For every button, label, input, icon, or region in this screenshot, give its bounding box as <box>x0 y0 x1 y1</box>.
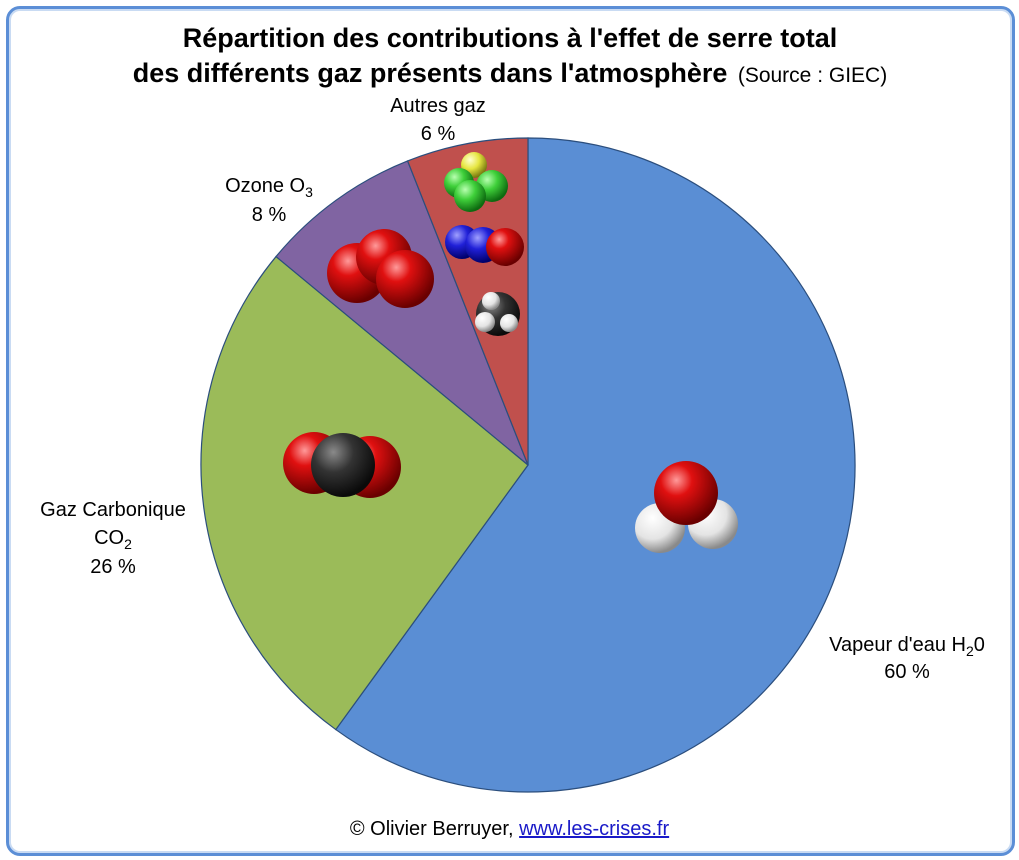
slice-autres-gaz <box>406 137 529 466</box>
credit-text: © Olivier Berruyer, <box>349 818 514 840</box>
label-vapeur-eau: Vapeur d'eau H20 <box>829 634 985 659</box>
label-co2-text: CO <box>94 527 124 549</box>
label-ozone-percent: 8 % <box>252 204 287 226</box>
methane-molecule-icon <box>475 292 520 336</box>
slice-ozone <box>275 160 529 466</box>
credit-line: © Olivier Berruyer, www.les-crises.fr <box>0 818 1019 841</box>
label-autres-gaz-percent: 6 % <box>421 123 456 145</box>
credit-link[interactable]: www.les-crises.fr <box>519 818 670 840</box>
ozone-molecule-icon <box>327 229 434 308</box>
chart-title-line-2-group: des différents gaz présents dans l'atmos… <box>133 58 887 88</box>
label-vapeur-eau-suffix: 0 <box>974 634 985 656</box>
label-vapeur-eau-text: Vapeur d'eau H <box>829 634 966 656</box>
n2o-molecule-icon <box>445 225 524 266</box>
label-vapeur-eau-percent: 60 % <box>884 661 930 683</box>
chart-source: (Source : GIEC) <box>738 64 887 87</box>
label-vapeur-eau-subscript: 2 <box>966 643 974 659</box>
label-co2-formula: CO2 <box>94 527 132 552</box>
label-co2-subscript: 2 <box>124 536 132 552</box>
water-molecule-icon <box>635 461 738 553</box>
slice-vapeur-eau <box>334 137 856 793</box>
cfc-molecule-icon <box>444 152 508 212</box>
label-gaz-carbonique: Gaz Carbonique <box>40 499 186 521</box>
chart-title-line-1: Répartition des contributions à l'effet … <box>183 23 838 53</box>
co2-molecule-icon <box>283 432 401 498</box>
chart-title-line-2: des différents gaz présents dans l'atmos… <box>133 58 728 88</box>
label-ozone-subscript: 3 <box>305 184 313 200</box>
label-gaz-carbonique-percent: 26 % <box>90 556 136 578</box>
label-ozone-text: Ozone O <box>225 175 305 197</box>
label-autres-gaz: Autres gaz <box>390 95 486 117</box>
label-ozone: Ozone O3 <box>225 175 313 200</box>
